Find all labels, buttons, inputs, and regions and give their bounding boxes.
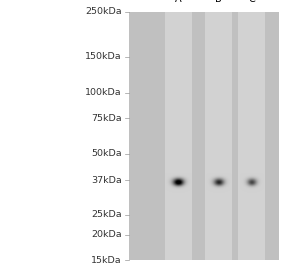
Text: 250kDa: 250kDa — [85, 7, 122, 16]
Text: 75kDa: 75kDa — [91, 114, 122, 122]
Bar — [129, 12, 279, 260]
Text: C: C — [248, 0, 255, 4]
Bar — [238, 12, 265, 260]
Text: B: B — [215, 0, 222, 4]
Text: 20kDa: 20kDa — [91, 230, 122, 239]
Bar — [165, 12, 192, 260]
Bar — [205, 12, 232, 260]
Text: 25kDa: 25kDa — [91, 210, 122, 219]
Text: 50kDa: 50kDa — [91, 149, 122, 158]
Text: 100kDa: 100kDa — [85, 88, 122, 97]
Text: 37kDa: 37kDa — [91, 176, 122, 185]
Text: 150kDa: 150kDa — [85, 53, 122, 62]
Text: 15kDa: 15kDa — [91, 256, 122, 264]
Text: A: A — [175, 0, 182, 4]
